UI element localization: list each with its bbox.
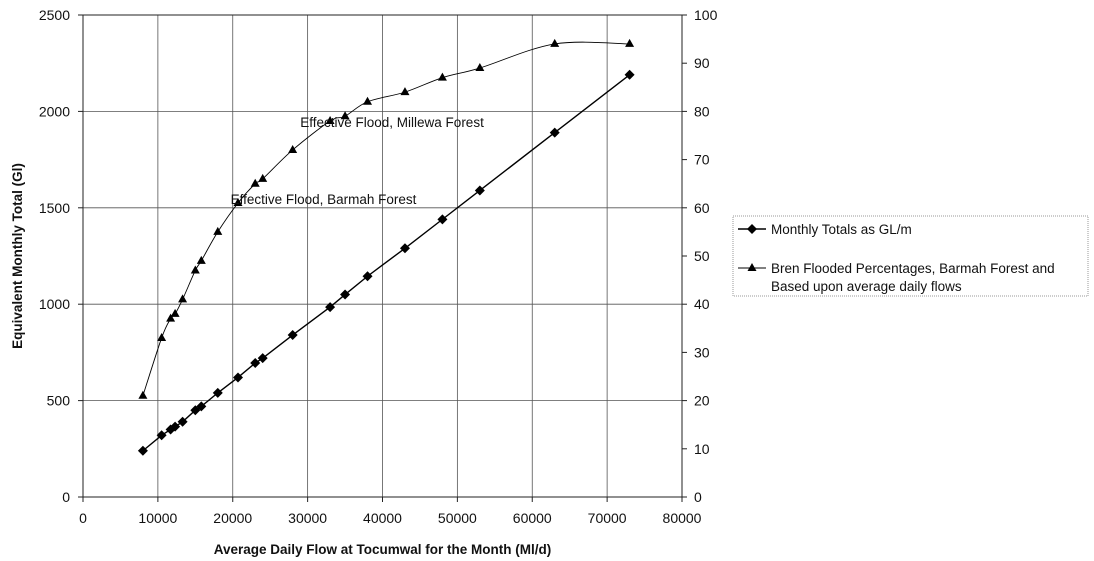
right-y-tick-label: 40 (694, 296, 710, 312)
right-y-tick-label: 100 (694, 7, 718, 23)
x-tick-label: 40000 (363, 510, 402, 526)
diamond-marker (137, 445, 148, 456)
legend-item-1: Monthly Totals as GL/m (738, 222, 912, 237)
triangle-marker (363, 96, 373, 105)
annotations: Effective Flood, Millewa Forest Effective… (231, 115, 484, 207)
diamond-marker (250, 358, 261, 369)
triangle-marker (157, 332, 167, 341)
right-y-tick-label: 90 (694, 55, 710, 71)
diamond-marker (399, 243, 410, 254)
left-y-tick-label: 500 (47, 393, 71, 409)
x-tick-label: 50000 (438, 510, 477, 526)
legend: Monthly Totals as GL/m Bren Flooded Perce… (732, 215, 1089, 297)
right-y-tick-label: 30 (694, 344, 710, 360)
legend-label-1: Monthly Totals as GL/m (771, 222, 912, 237)
diamond-marker (340, 289, 351, 300)
left-y-tick-label: 2500 (39, 7, 70, 23)
triangle-marker (288, 144, 298, 153)
left-y-tick-label: 2000 (39, 103, 70, 119)
annotation-2: Effective Flood, Barmah Forest (231, 192, 417, 207)
triangle-marker (233, 197, 243, 206)
left-y-tick-label: 1500 (39, 200, 70, 216)
diamond-marker (257, 353, 268, 364)
right-y-axis-ticks: 0 10 20 30 40 50 60 70 80 90 100 (682, 7, 718, 505)
diamond-marker (325, 302, 336, 313)
series-line (142, 41, 630, 396)
diamond-marker (474, 185, 485, 196)
diamond-marker (177, 416, 188, 427)
triangle-marker (747, 263, 757, 271)
right-y-tick-label: 50 (694, 248, 710, 264)
legend-box (732, 215, 1089, 297)
diamond-marker (156, 430, 167, 441)
triangle-marker (625, 38, 635, 47)
triangle-marker (400, 87, 410, 96)
diamond-marker (196, 401, 207, 412)
series-layer (137, 38, 635, 456)
x-tick-label: 0 (79, 510, 87, 526)
x-tick-label: 70000 (588, 510, 627, 526)
legend-item-2: Bren Flooded Percentages, Barmah Forest … (738, 261, 1055, 294)
right-y-tick-label: 60 (694, 200, 710, 216)
x-tick-label: 30000 (288, 510, 327, 526)
triangle-marker (178, 294, 188, 303)
triangle-marker (190, 265, 200, 274)
legend-label-2: Bren Flooded Percentages, Barmah Forest … (771, 261, 1055, 294)
right-y-tick-label: 70 (694, 152, 710, 168)
diamond-marker (362, 271, 373, 282)
diamond-marker (624, 69, 635, 80)
series-2 (138, 38, 635, 399)
x-tick-label: 20000 (213, 510, 252, 526)
x-axis-title: Average Daily Flow at Tocumwal for the M… (214, 542, 552, 557)
triangle-marker (550, 38, 560, 47)
triangle-marker (475, 63, 485, 72)
triangle-marker (166, 313, 176, 322)
x-tick-label: 10000 (138, 510, 177, 526)
diamond-marker (437, 214, 448, 225)
triangle-marker (340, 111, 350, 120)
left-y-tick-label: 1000 (39, 296, 70, 312)
left-y-tick-label: 0 (62, 489, 70, 505)
left-y-axis-title: Equivalent Monthly Total (Gl) (10, 163, 25, 349)
series-1 (137, 69, 635, 456)
diamond-marker (212, 387, 223, 398)
x-tick-label: 60000 (513, 510, 552, 526)
left-y-axis-ticks: 0 500 1000 1500 2000 2500 (39, 7, 83, 505)
diamond-marker (170, 421, 181, 432)
triangle-marker (250, 178, 260, 187)
diamond-marker (287, 330, 298, 341)
triangle-marker (138, 390, 148, 399)
triangle-marker (170, 308, 180, 317)
right-y-tick-label: 10 (694, 441, 710, 457)
right-y-tick-label: 80 (694, 103, 710, 119)
diamond-marker (232, 372, 243, 383)
triangle-marker (437, 72, 447, 81)
triangle-marker (258, 173, 268, 182)
gridlines (83, 15, 682, 497)
triangle-marker (213, 226, 223, 235)
triangle-marker (196, 255, 206, 264)
diamond-marker (747, 224, 757, 234)
x-tick-label: 80000 (663, 510, 702, 526)
triangle-marker (325, 116, 335, 125)
right-y-tick-label: 0 (694, 489, 702, 505)
diamond-marker (549, 127, 560, 138)
annotation-1: Effective Flood, Millewa Forest (300, 115, 484, 130)
x-axis-ticks: 0 10000 20000 30000 40000 50000 60000 70000 8000… (79, 497, 702, 526)
right-y-tick-label: 20 (694, 393, 710, 409)
